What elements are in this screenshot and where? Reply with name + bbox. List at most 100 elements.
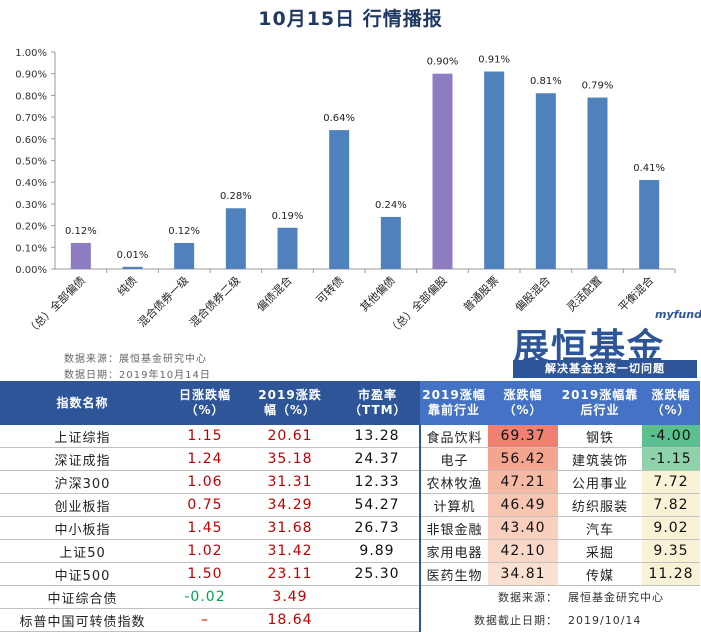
pe-ratio: 13.28 — [335, 425, 420, 448]
table-row: 上证综指 1.15 20.61 13.28 食品饮料 69.37 钢铁 -4.00 — [0, 425, 700, 448]
table-row: 沪深300 1.06 31.31 12.33 农林牧渔 47.21 公用事业 7.72 — [0, 470, 700, 494]
bar — [432, 73, 453, 269]
top-industry-name: 电子 — [419, 447, 488, 471]
y-tick-label: 0.40% — [15, 178, 47, 189]
header-day-change: 日涨跌幅（%） — [165, 381, 245, 425]
index-name: 创业板指 — [0, 493, 165, 517]
page-title: 10月15日 行情播报 — [258, 8, 443, 30]
bar-value-label: 0.19% — [272, 211, 304, 222]
x-category-label: 可转债 — [313, 273, 346, 306]
brand-small-logo: myfund — [655, 308, 701, 321]
index-name: 中证500 — [0, 562, 165, 586]
source-line: 数据来源：展恒基金研究中心 — [64, 354, 207, 365]
pe-ratio — [335, 585, 420, 609]
table-row: 深证成指 1.24 35.18 24.37 电子 56.42 建筑装饰 -1.15 — [0, 447, 700, 471]
brand-slogan: 解决基金投资一切问题 — [513, 360, 697, 378]
bottom-industry-name: 钢铁 — [558, 425, 642, 448]
top-industry-change: 56.42 — [488, 447, 558, 471]
day-change: 0.75 — [165, 493, 245, 517]
bar — [639, 180, 660, 269]
top-industry-change: 42.10 — [488, 539, 558, 563]
bar — [535, 93, 556, 269]
bar-value-label: 0.12% — [168, 226, 200, 237]
bottom-industry-name: 传媒 — [558, 562, 642, 586]
market-table: 指数名称 日涨跌幅（%） 2019涨跌幅（%） 市盈率（TTM） 2019涨幅靠… — [0, 381, 700, 632]
y-tick-label: 0.30% — [15, 200, 47, 211]
bar-value-label: 0.91% — [478, 55, 510, 66]
bottom-industry-name: 建筑装饰 — [558, 447, 642, 471]
x-category-label: 偏债混合 — [254, 273, 295, 314]
day-change: 1.15 — [165, 425, 245, 448]
top-industry-change: 34.81 — [488, 562, 558, 586]
table-row: 创业板指 0.75 34.29 54.27 计算机 46.49 纺织服装 7.82 — [0, 493, 700, 517]
bar-value-label: 0.01% — [117, 250, 149, 261]
index-name: 深证成指 — [0, 447, 165, 471]
bottom-industry-change: 9.35 — [642, 539, 700, 563]
x-category-label: 普通股票 — [460, 273, 501, 314]
bar-chart: 0.00% 0.10% 0.20% 0.30% 0.40% 0.50% 0.60% 0.70%… — [15, 48, 676, 338]
y-tick-label: 0.20% — [15, 222, 47, 233]
table-row: 中证500 1.50 23.11 25.30 医药生物 34.81 传媒 11.28 — [0, 562, 700, 586]
x-category-label: 平衡混合 — [615, 273, 656, 314]
bar-value-label: 0.90% — [427, 57, 459, 68]
pe-ratio: 25.30 — [335, 562, 420, 586]
pe-ratio: 24.37 — [335, 447, 420, 471]
ytd-change: 34.29 — [245, 493, 335, 517]
bottom-industry-change: 11.28 — [642, 562, 700, 586]
bar-value-label: 0.12% — [65, 226, 97, 237]
header-top-industry: 2019涨幅靠前行业 — [420, 381, 488, 425]
bar — [277, 227, 298, 269]
bar — [587, 97, 608, 269]
top-industry-change: 43.40 — [488, 516, 558, 540]
bar-value-label: 0.41% — [633, 163, 665, 174]
day-change: 1.24 — [165, 447, 245, 471]
day-change: 1.06 — [165, 470, 245, 494]
bar — [122, 266, 143, 269]
bar-value-label: 0.79% — [582, 81, 614, 92]
ytd-change: 31.68 — [245, 516, 335, 540]
bar-value-label: 0.28% — [220, 191, 252, 202]
day-change: 1.02 — [165, 539, 245, 563]
index-name: 中证综合债 — [0, 585, 165, 609]
bar — [225, 208, 246, 269]
date-line: 数据日期：2019年10月14日 — [64, 370, 211, 381]
y-tick-label: 0.70% — [15, 113, 47, 124]
x-category-label: 其他偏债 — [357, 273, 398, 314]
bar — [174, 242, 195, 269]
footnote-label: 数据来源： — [419, 585, 558, 609]
bar — [329, 130, 350, 269]
ytd-change: 3.49 — [245, 585, 335, 609]
bottom-industry-name: 采掘 — [558, 539, 642, 563]
bar-value-label: 0.81% — [530, 76, 562, 87]
index-name: 上证50 — [0, 539, 165, 563]
header-pe: 市盈率（TTM） — [335, 381, 420, 425]
table-header-row: 指数名称 日涨跌幅（%） 2019涨跌幅（%） 市盈率（TTM） 2019涨幅靠… — [0, 381, 700, 425]
y-tick-label: 0.10% — [15, 243, 47, 254]
day-change: 1.50 — [165, 562, 245, 586]
top-industry-name: 家用电器 — [419, 539, 488, 563]
bottom-industry-change: 7.82 — [642, 493, 700, 517]
y-tick-label: 0.50% — [15, 157, 47, 168]
table-row: 上证50 1.02 31.42 9.89 家用电器 42.10 采掘 9.35 — [0, 539, 700, 563]
ytd-change: 31.31 — [245, 470, 335, 494]
x-category-label: 灵活配置 — [564, 274, 604, 314]
ytd-change: 31.42 — [245, 539, 335, 563]
bottom-industry-change: 9.02 — [642, 516, 700, 540]
bar — [70, 242, 91, 269]
ytd-change: 20.61 — [245, 425, 335, 448]
pe-ratio — [335, 608, 420, 632]
bottom-industry-name: 汽车 — [558, 516, 642, 540]
day-change: – — [165, 608, 245, 632]
y-tick-label: 0.00% — [15, 265, 47, 276]
top-industry-name: 非银金融 — [419, 516, 488, 540]
bottom-industry-change: -4.00 — [642, 425, 700, 448]
index-name: 中小板指 — [0, 516, 165, 540]
footnote-value: 展恒基金研究中心 — [568, 591, 664, 605]
chart-bars: 0.12% 0.01% 0.12% 0.28% 0.19% 0.64% 0.24% 0.90%… — [65, 55, 665, 269]
top-industry-change: 46.49 — [488, 493, 558, 517]
x-category-label: 混合债券一级 — [135, 273, 192, 330]
top-industry-name: 农林牧渔 — [419, 470, 488, 494]
x-category-label: （总）全部偏债 — [24, 273, 88, 337]
top-industry-change: 47.21 — [488, 470, 558, 494]
table-row: 中小板指 1.45 31.68 26.73 非银金融 43.40 汽车 9.02 — [0, 516, 700, 540]
